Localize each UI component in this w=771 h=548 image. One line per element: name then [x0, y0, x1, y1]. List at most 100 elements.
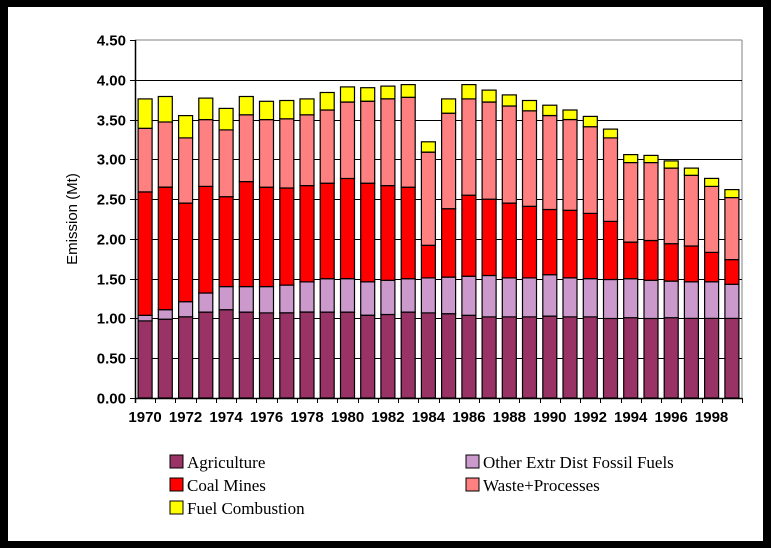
bar-segment-fuel-combustion — [420, 141, 436, 153]
x-tick-label: 1996 — [655, 409, 688, 426]
bar-segment-waste-processes — [157, 121, 173, 188]
bar-stack-1979 — [319, 91, 335, 399]
bar-segment-agriculture — [461, 314, 477, 399]
bar-stack-1974 — [218, 107, 234, 399]
bar-segment-other-extr-dist-fossil-fuels — [400, 278, 416, 313]
bar-stack-1971 — [157, 95, 173, 399]
bar-segment-waste-processes — [137, 127, 153, 193]
bar-segment-other-extr-dist-fossil-fuels — [238, 286, 254, 313]
bar-segment-agriculture — [360, 314, 376, 399]
bar-segment-fuel-combustion — [258, 100, 275, 121]
x-tick-label: 1984 — [412, 409, 446, 426]
bar-segment-coal-mines — [542, 208, 558, 276]
bar-segment-coal-mines — [299, 185, 315, 283]
bar-segment-coal-mines — [360, 182, 376, 283]
bar-segment-other-extr-dist-fossil-fuels — [198, 292, 214, 313]
bar-segment-other-extr-dist-fossil-fuels — [683, 281, 700, 319]
bar-segment-other-extr-dist-fossil-fuels — [562, 277, 578, 318]
bar-segment-other-extr-dist-fossil-fuels — [582, 278, 598, 318]
bar-segment-waste-processes — [339, 101, 356, 180]
bar-segment-other-extr-dist-fossil-fuels — [602, 278, 619, 320]
bar-segment-waste-processes — [724, 196, 740, 261]
bar-segment-agriculture — [299, 311, 315, 399]
y-tick-label: 4.00 — [97, 73, 126, 90]
bar-segment-coal-mines — [137, 191, 153, 316]
bar-segment-agriculture — [542, 315, 558, 399]
legend-label: Coal Mines — [187, 476, 266, 495]
bar-segment-other-extr-dist-fossil-fuels — [218, 286, 234, 311]
y-axis-title: Emission (Mt) — [64, 173, 81, 265]
y-tick-label: 3.00 — [97, 152, 126, 169]
bar-segment-agriculture — [703, 317, 720, 399]
bar-segment-agriculture — [441, 313, 457, 399]
bar-segment-fuel-combustion — [562, 109, 578, 121]
bar-segment-fuel-combustion — [643, 154, 659, 164]
bar-segment-fuel-combustion — [623, 154, 639, 164]
bar-segment-coal-mines — [481, 198, 497, 277]
x-tick-label: 1972 — [169, 409, 202, 426]
bar-segment-agriculture — [562, 316, 578, 399]
bar-segment-agriculture — [582, 316, 598, 399]
bar-segment-coal-mines — [663, 243, 679, 282]
bar-segment-coal-mines — [157, 186, 173, 311]
bar-segment-fuel-combustion — [724, 189, 740, 199]
axes: 0.00 0.50 1.00 1.50 2.00 2.50 3.00 3.50 4.00 4.50… — [97, 33, 743, 426]
bar-segment-fuel-combustion — [481, 89, 497, 103]
bar-segment-fuel-combustion — [279, 99, 295, 120]
bar-segment-agriculture — [279, 312, 295, 399]
bar-segment-agriculture — [400, 311, 416, 399]
bar-segment-coal-mines — [582, 212, 598, 280]
bar-stack-1976 — [258, 100, 275, 399]
bar-segment-waste-processes — [400, 96, 416, 188]
bar-segment-other-extr-dist-fossil-fuels — [380, 279, 396, 316]
bar-segment-waste-processes — [380, 98, 396, 187]
bar-segment-waste-processes — [703, 185, 720, 253]
bar-stack-1983 — [400, 83, 416, 399]
y-tick-label: 2.00 — [97, 232, 126, 249]
bar-segment-agriculture — [481, 316, 497, 399]
bar-segment-other-extr-dist-fossil-fuels — [319, 278, 335, 313]
bars — [137, 83, 740, 399]
bar-segment-agriculture — [724, 317, 740, 399]
bar-segment-agriculture — [420, 312, 436, 399]
bar-stack-1986 — [461, 83, 477, 399]
x-tick-label: 1986 — [452, 409, 485, 426]
bar-segment-other-extr-dist-fossil-fuels — [299, 281, 315, 313]
legend-label: Fuel Combustion — [187, 499, 305, 518]
bar-segment-coal-mines — [683, 245, 700, 283]
x-tick-label: 1990 — [533, 409, 566, 426]
bar-segment-coal-mines — [380, 185, 396, 281]
legend-swatch — [169, 500, 184, 515]
bar-segment-fuel-combustion — [683, 167, 700, 176]
bar-stack-1984 — [420, 141, 436, 399]
bar-segment-fuel-combustion — [582, 115, 598, 128]
y-tick-label: 4.50 — [97, 33, 126, 50]
bar-segment-agriculture — [319, 311, 335, 399]
x-tick-label: 1974 — [209, 409, 243, 426]
x-tick-label: 1998 — [695, 409, 728, 426]
bar-segment-other-extr-dist-fossil-fuels — [137, 314, 153, 322]
bar-stack-1981 — [360, 87, 376, 399]
x-tick-label: 1978 — [290, 409, 323, 426]
bar-segment-agriculture — [501, 316, 517, 399]
bar-segment-agriculture — [137, 320, 153, 399]
bar-segment-agriculture — [339, 311, 356, 399]
bar-segment-waste-processes — [623, 161, 639, 243]
bar-segment-coal-mines — [279, 187, 295, 286]
x-tick-label: 1970 — [128, 409, 161, 426]
y-tick-label: 0.50 — [97, 351, 126, 368]
bar-segment-fuel-combustion — [157, 95, 173, 123]
bar-segment-agriculture — [623, 317, 639, 399]
bar-stack-1985 — [441, 98, 457, 399]
bar-segment-coal-mines — [461, 194, 477, 277]
bar-segment-coal-mines — [703, 251, 720, 283]
bar-segment-waste-processes — [441, 112, 457, 210]
x-tick-label: 1988 — [493, 409, 526, 426]
bar-segment-coal-mines — [400, 186, 416, 280]
bar-segment-other-extr-dist-fossil-fuels — [542, 274, 558, 317]
x-tick-label: 1980 — [331, 409, 364, 426]
legend-swatch — [465, 477, 480, 492]
bar-stack-1996 — [663, 160, 679, 399]
bar-segment-other-extr-dist-fossil-fuels — [360, 281, 376, 316]
bar-segment-coal-mines — [643, 239, 659, 281]
